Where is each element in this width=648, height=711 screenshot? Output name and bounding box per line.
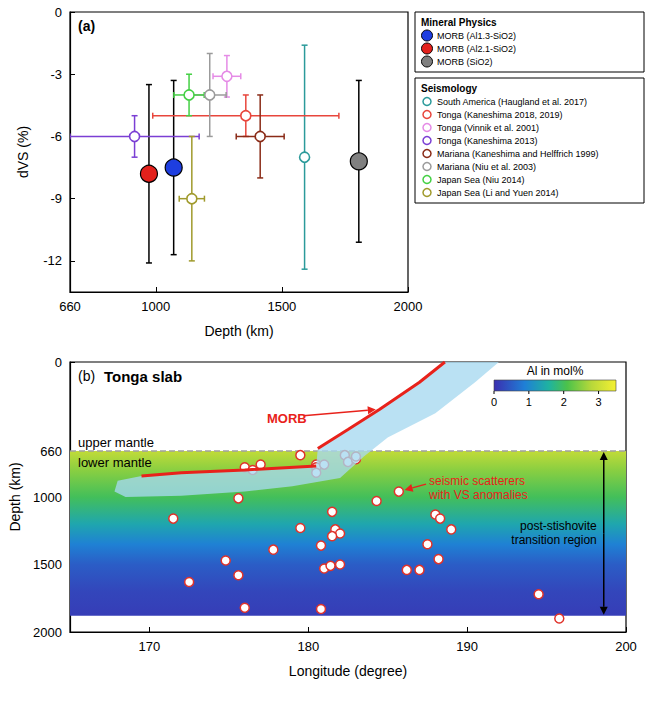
svg-text:(a): (a)	[78, 18, 95, 34]
svg-text:seismic scatterers: seismic scatterers	[429, 474, 525, 488]
svg-text:with VS anomalies: with VS anomalies	[428, 488, 528, 502]
svg-text:Tonga (Kaneshima 2018, 2019): Tonga (Kaneshima 2018, 2019)	[437, 110, 563, 120]
svg-text:660: 660	[59, 299, 81, 314]
svg-text:MORB (Al1.3-SiO2): MORB (Al1.3-SiO2)	[437, 31, 516, 41]
svg-text:lower mantle: lower mantle	[78, 455, 152, 470]
svg-text:200: 200	[615, 639, 637, 654]
svg-text:MORB (Al2.1-SiO2): MORB (Al2.1-SiO2)	[437, 44, 516, 54]
svg-text:1: 1	[526, 396, 532, 408]
svg-text:MORB (SiO2): MORB (SiO2)	[437, 57, 493, 67]
svg-text:Mariana (Kaneshima and Helffri: Mariana (Kaneshima and Helffrich 1999)	[437, 149, 598, 159]
svg-text:-6: -6	[50, 129, 62, 144]
svg-text:transition region: transition region	[511, 533, 596, 547]
svg-text:-12: -12	[43, 253, 62, 268]
svg-text:Depth (km): Depth (km)	[204, 323, 273, 339]
svg-text:Depth (km): Depth (km)	[7, 462, 23, 531]
svg-text:190: 190	[456, 639, 478, 654]
svg-text:dVS (%): dVS (%)	[15, 126, 31, 178]
svg-text:0: 0	[491, 396, 497, 408]
svg-text:2: 2	[561, 396, 567, 408]
svg-text:3: 3	[596, 396, 602, 408]
svg-text:post-stishovite: post-stishovite	[520, 519, 597, 533]
svg-text:Seismology: Seismology	[421, 83, 478, 94]
svg-text:South America (Haugland et al.: South America (Haugland et al. 2017)	[437, 97, 587, 107]
svg-text:1500: 1500	[33, 557, 62, 572]
svg-text:0: 0	[55, 355, 62, 370]
svg-text:660: 660	[40, 444, 62, 459]
svg-text:upper mantle: upper mantle	[78, 435, 154, 450]
svg-text:Japan Sea (Li and Yuen 2014): Japan Sea (Li and Yuen 2014)	[437, 188, 558, 198]
svg-text:-9: -9	[50, 191, 62, 206]
svg-text:180: 180	[297, 639, 319, 654]
svg-text:1000: 1000	[141, 299, 170, 314]
svg-text:MORB: MORB	[267, 411, 307, 426]
svg-text:Mineral Physics: Mineral Physics	[421, 17, 497, 28]
svg-text:(b): (b)	[78, 368, 95, 384]
svg-text:Mariana (Niu et al. 2003): Mariana (Niu et al. 2003)	[437, 162, 536, 172]
svg-text:0: 0	[55, 5, 62, 20]
svg-text:Tonga (Kaneshima 2013): Tonga (Kaneshima 2013)	[437, 136, 538, 146]
svg-text:2000: 2000	[33, 625, 62, 640]
svg-text:Tonga (Vinnik et al. 2001): Tonga (Vinnik et al. 2001)	[437, 123, 539, 133]
svg-text:2000: 2000	[394, 299, 423, 314]
svg-text:-3: -3	[50, 67, 62, 82]
svg-text:Japan Sea (Niu 2014): Japan Sea (Niu 2014)	[437, 175, 525, 185]
svg-text:Al in mol%: Al in mol%	[527, 364, 584, 378]
svg-text:1000: 1000	[33, 490, 62, 505]
svg-text:Tonga slab: Tonga slab	[104, 368, 182, 385]
svg-text:Longitude (degree): Longitude (degree)	[289, 663, 407, 679]
svg-text:170: 170	[139, 639, 161, 654]
svg-text:1500: 1500	[267, 299, 296, 314]
